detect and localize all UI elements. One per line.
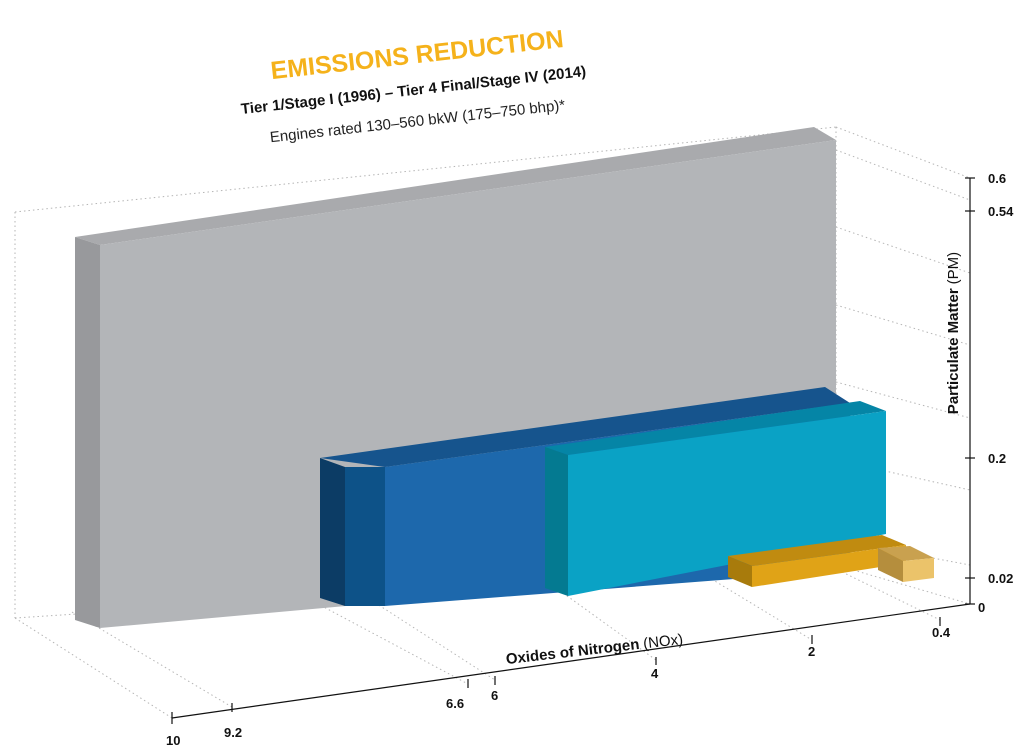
x-tick-6.6: 6.6 xyxy=(446,696,464,711)
bar-tier2-top xyxy=(320,387,850,467)
y-tick-0.2: 0.2 xyxy=(988,451,1006,466)
x-tick-2: 2 xyxy=(808,644,815,659)
x-tick-10: 10 xyxy=(166,733,180,748)
y-tick-0: 0 xyxy=(978,600,985,615)
x-axis-label-unit: (NOx) xyxy=(642,631,684,652)
bar-tier4f-small-top xyxy=(878,546,934,561)
bar-tier4f-small xyxy=(878,546,934,582)
bar-tier4f-small-front xyxy=(903,558,934,582)
bar-tier4f-front xyxy=(752,545,906,587)
x-tick-9.2: 9.2 xyxy=(224,725,242,740)
x-axis: 10 9.2 6.6 6 4 2 0.4 Oxides of Nitrogen(… xyxy=(166,603,971,748)
y-tick-0.6: 0.6 xyxy=(988,171,1006,186)
bar-tier4f-small-side xyxy=(878,548,903,582)
y-tick-0.54: 0.54 xyxy=(988,204,1014,219)
bar-tier4i-side xyxy=(545,447,568,596)
x-tick-6: 6 xyxy=(491,688,498,703)
y-axis-label-unit: (PM) xyxy=(945,252,962,285)
bar-tier4i-top xyxy=(545,401,886,455)
bar-tier2-side xyxy=(345,467,385,606)
bar-tier1-top xyxy=(75,127,836,245)
bar-tier4f-side xyxy=(728,556,752,587)
bar-tier4i xyxy=(545,401,886,596)
bar-tier4f xyxy=(728,535,906,587)
bar-tier1-side xyxy=(75,237,100,628)
x-tick-4: 4 xyxy=(651,666,659,681)
bar-tier2-side-dark xyxy=(320,458,345,606)
bar-tier4f-top xyxy=(728,535,906,566)
y-tick-0.02: 0.02 xyxy=(988,571,1013,586)
x-axis-label-bold: Oxides of Nitrogen xyxy=(505,636,640,668)
x-tick-0.4: 0.4 xyxy=(932,625,951,640)
x-axis-label: Oxides of Nitrogen (NOx) xyxy=(505,631,684,668)
bar-tier4i-front xyxy=(568,411,886,596)
y-axis-label-bold: Particulate Matter xyxy=(945,288,962,414)
bars-group xyxy=(75,127,934,628)
y-axis: 0.6 0.54 0.2 0.02 0 Particulate Matter (P… xyxy=(945,171,1014,615)
y-axis-label: Particulate Matter (PM) xyxy=(945,252,962,414)
